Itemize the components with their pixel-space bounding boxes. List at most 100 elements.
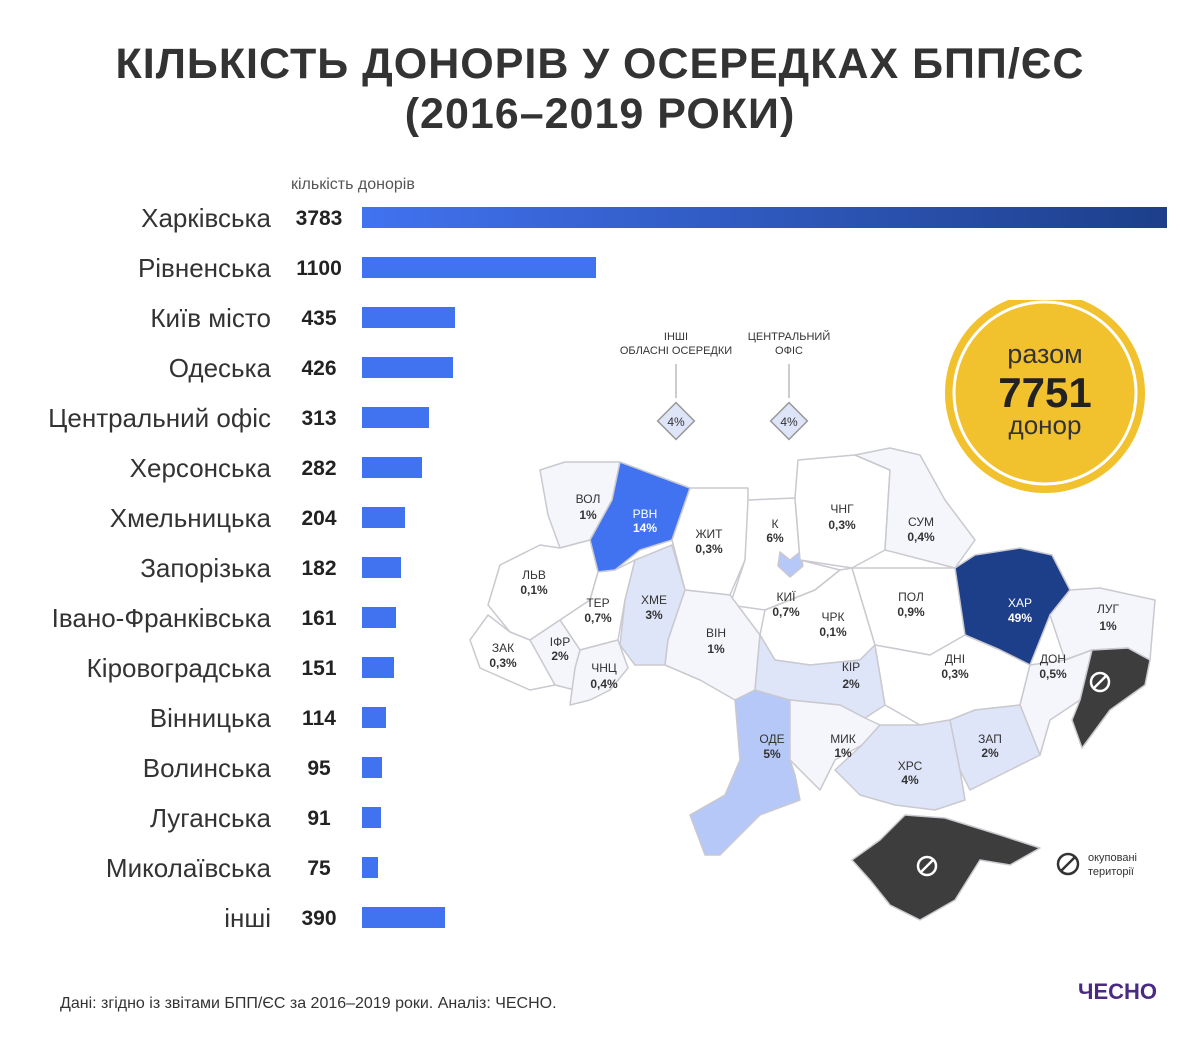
label-don-pct: 0,5% <box>1039 667 1067 681</box>
callout-central-diamond <box>769 401 809 441</box>
category-label: Хмельницька <box>109 503 271 533</box>
bar <box>362 707 386 728</box>
label-vin-pct: 1% <box>707 642 725 656</box>
bar <box>362 407 429 428</box>
bar-row: Одеська 426 <box>0 349 1200 389</box>
value-label: 426 <box>301 357 337 380</box>
label-rvn-abbr: РВН <box>633 507 658 521</box>
total-suffix: донор <box>1009 410 1082 440</box>
label-ode-pct: 5% <box>763 747 781 761</box>
region-myk <box>789 699 881 791</box>
category-label: Центральний офіс <box>48 403 271 433</box>
category-label: Івано-Франківська <box>51 603 271 633</box>
value-label: 161 <box>301 607 337 630</box>
region-khrs <box>834 719 966 811</box>
source-note: Дані: згідно із звітами БПП/ЄС за 2016–2… <box>60 995 557 1012</box>
label-pol-abbr: ПОЛ <box>898 590 924 604</box>
label-kyi-abbr: КИЇ <box>777 590 797 604</box>
bar-row: інші 390 <box>0 899 1200 939</box>
region-chnc <box>569 639 629 706</box>
chart-title-line2: (2016–2019 РОКИ) <box>404 90 796 138</box>
label-sum-abbr: СУМ <box>908 515 934 529</box>
label-k-abbr: К <box>772 517 779 531</box>
occupied-legend-line1: окуповані <box>1088 852 1137 864</box>
label-kir-pct: 2% <box>842 677 860 691</box>
chesno-logo-text: ЧЕСНО <box>1078 979 1158 1004</box>
occupied-legend-icon <box>1056 852 1080 876</box>
callout-central-line2: ОФІС <box>775 345 803 357</box>
label-zap-pct: 2% <box>981 746 999 760</box>
region-kyiv-city <box>777 551 804 578</box>
callout-other-offices: ІНШІ ОБЛАСНІ ОСЕРЕДКИ 4% <box>620 331 732 441</box>
label-myk-pct: 1% <box>834 746 852 760</box>
category-label: Кіровоградська <box>86 653 271 683</box>
occupied-legend: окуповані території <box>1056 852 1137 878</box>
bar <box>362 307 455 328</box>
bar-row: Рівненська 1100 <box>0 249 1200 289</box>
label-khme-abbr: ХМЕ <box>641 593 667 607</box>
category-label: Вінницька <box>149 703 271 733</box>
value-label: 114 <box>302 707 336 730</box>
label-kir-abbr: КІР <box>842 660 860 674</box>
value-label: 282 <box>301 457 337 480</box>
bar-row: Кіровоградська 151 <box>0 649 1200 689</box>
label-k-pct: 6% <box>766 531 784 545</box>
region-zhyt <box>671 487 749 596</box>
callout-other-value: 4% <box>667 415 685 429</box>
category-label: Київ місто <box>150 303 271 333</box>
label-rvn-pct: 14% <box>633 521 657 535</box>
label-ifr-pct: 2% <box>551 649 569 663</box>
label-khme-pct: 3% <box>645 608 663 622</box>
callout-central-value: 4% <box>780 415 798 429</box>
region-sum <box>854 447 976 569</box>
bar <box>362 807 381 828</box>
region-occupied-crimea <box>851 814 1041 921</box>
label-luh-abbr: ЛУГ <box>1097 602 1119 616</box>
bar-row: Київ місто 435 <box>0 299 1200 339</box>
value-label: 3783 <box>295 207 343 230</box>
category-label: Харківська <box>141 203 271 233</box>
callout-other-line2: ОБЛАСНІ ОСЕРЕДКИ <box>620 345 732 357</box>
value-label: 95 <box>307 757 331 780</box>
label-ode-abbr: ОДЕ <box>759 732 784 746</box>
label-vol-pct: 1% <box>579 508 597 522</box>
value-label: 151 <box>301 657 337 680</box>
label-kyi-pct: 0,7% <box>772 605 800 619</box>
bar-row: Волинська 95 <box>0 749 1200 789</box>
region-ode <box>689 689 801 856</box>
value-label: 204 <box>301 507 337 530</box>
total-circle-inner <box>952 300 1138 486</box>
bar <box>362 657 394 678</box>
chart-title-line1: КІЛЬКІСТЬ ДОНОРІВ У ОСЕРЕДКАХ БПП/ЄС <box>115 40 1085 88</box>
ukraine-map: разом 7751 донор ІНШІ ОБЛАСНІ ОСЕРЕДКИ 4… <box>469 300 1156 921</box>
bar <box>362 257 596 278</box>
label-zhyt-pct: 0,3% <box>695 542 723 556</box>
label-ter-pct: 0,7% <box>584 611 612 625</box>
label-pol-pct: 0,9% <box>897 605 925 619</box>
callout-other-diamond <box>656 401 696 441</box>
value-label: 390 <box>301 907 337 930</box>
bar-row: Харківська 3783 <box>0 199 1200 239</box>
label-khar-abbr: ХАР <box>1008 596 1032 610</box>
value-axis-label: кількість донорів <box>291 176 415 193</box>
label-chnc-pct: 0,4% <box>590 677 618 691</box>
occupied-icon-crimea <box>916 855 938 877</box>
bar <box>362 457 422 478</box>
total-donors-badge: разом 7751 донор <box>945 300 1145 493</box>
callout-central-office: ЦЕНТРАЛЬНИЙ ОФІС 4% <box>748 330 831 441</box>
bar-row: Луганська 91 <box>0 799 1200 839</box>
bar-row: Хмельницька 204 <box>0 499 1200 539</box>
label-chrk-abbr: ЧРК <box>822 610 845 624</box>
label-dni-abbr: ДНІ <box>945 652 965 666</box>
callout-central-line1: ЦЕНТРАЛЬНИЙ <box>748 330 831 343</box>
value-label: 435 <box>301 307 337 330</box>
total-value: 7751 <box>998 369 1091 416</box>
label-zak-abbr: ЗАК <box>492 641 514 655</box>
value-label: 91 <box>307 807 331 830</box>
category-label: Рівненська <box>137 253 271 283</box>
label-khrs-pct: 4% <box>901 773 919 787</box>
label-dni-pct: 0,3% <box>941 667 969 681</box>
value-label: 75 <box>307 857 331 880</box>
label-lviv-abbr: ЛЬВ <box>522 568 546 582</box>
category-label: Миколаївська <box>105 853 271 883</box>
